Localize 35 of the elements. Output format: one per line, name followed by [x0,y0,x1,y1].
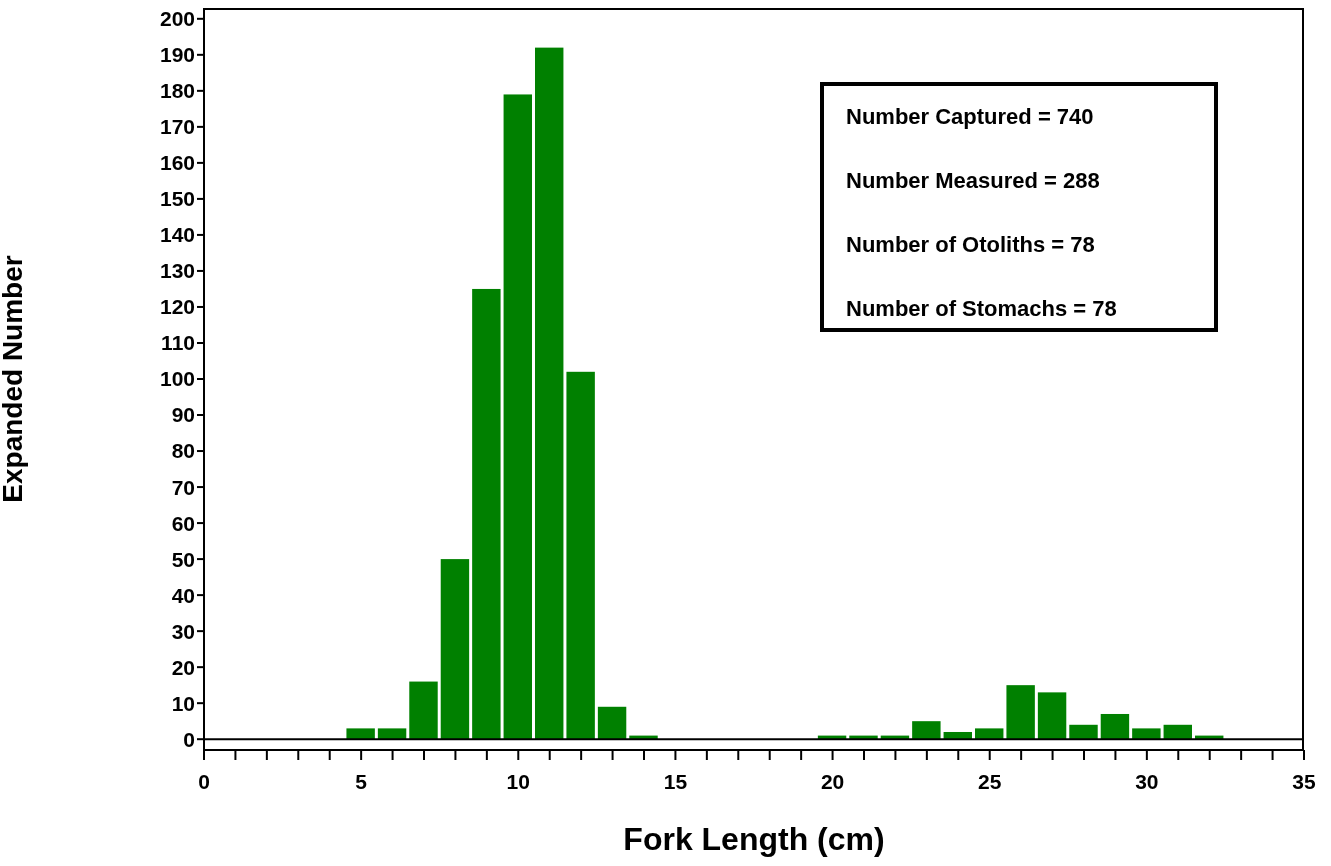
annotation: Number of Stomachs = 78 [846,295,1118,323]
y-tick-label: 10 [171,691,195,715]
x-tick-label: 5 [355,769,368,793]
y-tick-label: 160 [159,151,195,175]
x-tick-label: 10 [506,769,530,793]
y-tick-label: 110 [161,331,195,355]
y-tick-label: 90 [171,403,195,427]
y-tick-label: 70 [171,475,195,499]
y-tick-label: 50 [171,547,195,571]
annotation: Number Measured = 288 [846,167,1101,195]
x-tick-label: 20 [820,769,845,793]
y-tick-label: 140 [159,223,195,247]
y-tick-label: 0 [183,727,195,751]
y-tick-label: 80 [171,439,195,463]
y-tick-label: 180 [159,79,195,103]
y-tick-label: 170 [159,115,195,139]
x-tick-label: 0 [198,769,210,793]
x-axis-title: Fork Length (cm) [623,821,885,857]
x-tick-label: 15 [663,769,688,793]
y-tick-label: 120 [159,295,195,319]
y-axis-title: Expanded Number [0,255,28,503]
y-tick-label: 30 [171,619,195,643]
y-tick-label: 60 [171,511,195,535]
y-tick-label: 130 [159,259,195,283]
annotation: Number of Otoliths = 78 [846,231,1096,259]
y-tick-label: 200 [159,7,195,31]
x-tick-label: 35 [1292,769,1316,793]
y-tick-label: 150 [159,187,195,211]
annotation: Number Captured = 740 [846,103,1095,131]
y-tick-label: 190 [159,43,195,67]
y-tick-label: 100 [159,367,195,391]
y-tick-label: 40 [171,583,195,607]
x-tick-label: 30 [1135,769,1159,793]
y-tick-label: 20 [171,655,195,679]
x-tick-label: 25 [978,769,1002,793]
